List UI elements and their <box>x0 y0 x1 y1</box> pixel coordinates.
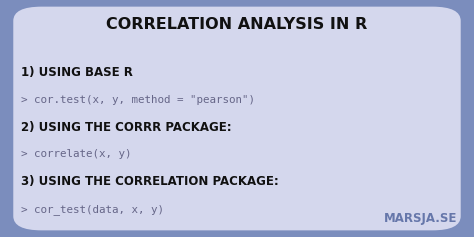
Text: CORRELATION ANALYSIS IN R: CORRELATION ANALYSIS IN R <box>106 17 368 32</box>
Text: 1) USING BASE R: 1) USING BASE R <box>21 66 133 79</box>
Text: MARSJA.SE: MARSJA.SE <box>384 212 457 225</box>
Text: > cor.test(x, y, method = "pearson"): > cor.test(x, y, method = "pearson") <box>21 95 255 105</box>
Text: 3) USING THE CORRELATION PACKAGE:: 3) USING THE CORRELATION PACKAGE: <box>21 175 279 188</box>
Text: > cor_test(data, x, y): > cor_test(data, x, y) <box>21 204 164 215</box>
Text: > correlate(x, y): > correlate(x, y) <box>21 149 132 159</box>
FancyBboxPatch shape <box>13 7 461 230</box>
Text: 2) USING THE CORRR PACKAGE:: 2) USING THE CORRR PACKAGE: <box>21 121 232 134</box>
